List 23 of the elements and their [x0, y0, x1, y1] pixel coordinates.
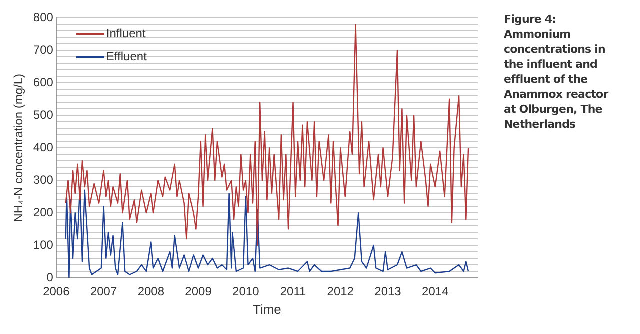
y-tick-label: 400 [33, 140, 54, 154]
x-tick-label: 2010 [232, 284, 260, 299]
y-tick-label: 200 [33, 205, 54, 220]
x-tick-label: 2006 [43, 284, 70, 299]
legend-label: Influent [106, 26, 146, 41]
x-tick-label: 2012 [327, 284, 354, 299]
y-tick-label: 0 [46, 270, 54, 284]
x-tick-label: 2013 [374, 284, 402, 299]
x-tick-label: 2007 [90, 284, 118, 299]
x-tick-label: 2009 [185, 284, 212, 299]
x-axis-title: Time [253, 302, 282, 317]
y-tick-label: 700 [33, 42, 54, 57]
x-tick-label: 2011 [280, 284, 306, 299]
y-tick-label: 500 [33, 108, 54, 122]
y-tick-label: 300 [33, 172, 54, 187]
y-tick-label: 600 [33, 75, 54, 90]
text: Figure 4: Ammonium concentrations in the influent and effluent of the Anammox reactor at Olburgen, The Netherlands [504, 12, 610, 132]
legend-label: Effluent [106, 50, 148, 64]
y-axis-title: NH₄-N concentration (mg/L) [12, 74, 26, 222]
y-tick-label: 800 [33, 10, 54, 25]
x-tick-label: 2014 [422, 284, 450, 299]
y-tick-label: 100 [33, 238, 54, 252]
x-tick-label: 2008 [138, 284, 165, 299]
